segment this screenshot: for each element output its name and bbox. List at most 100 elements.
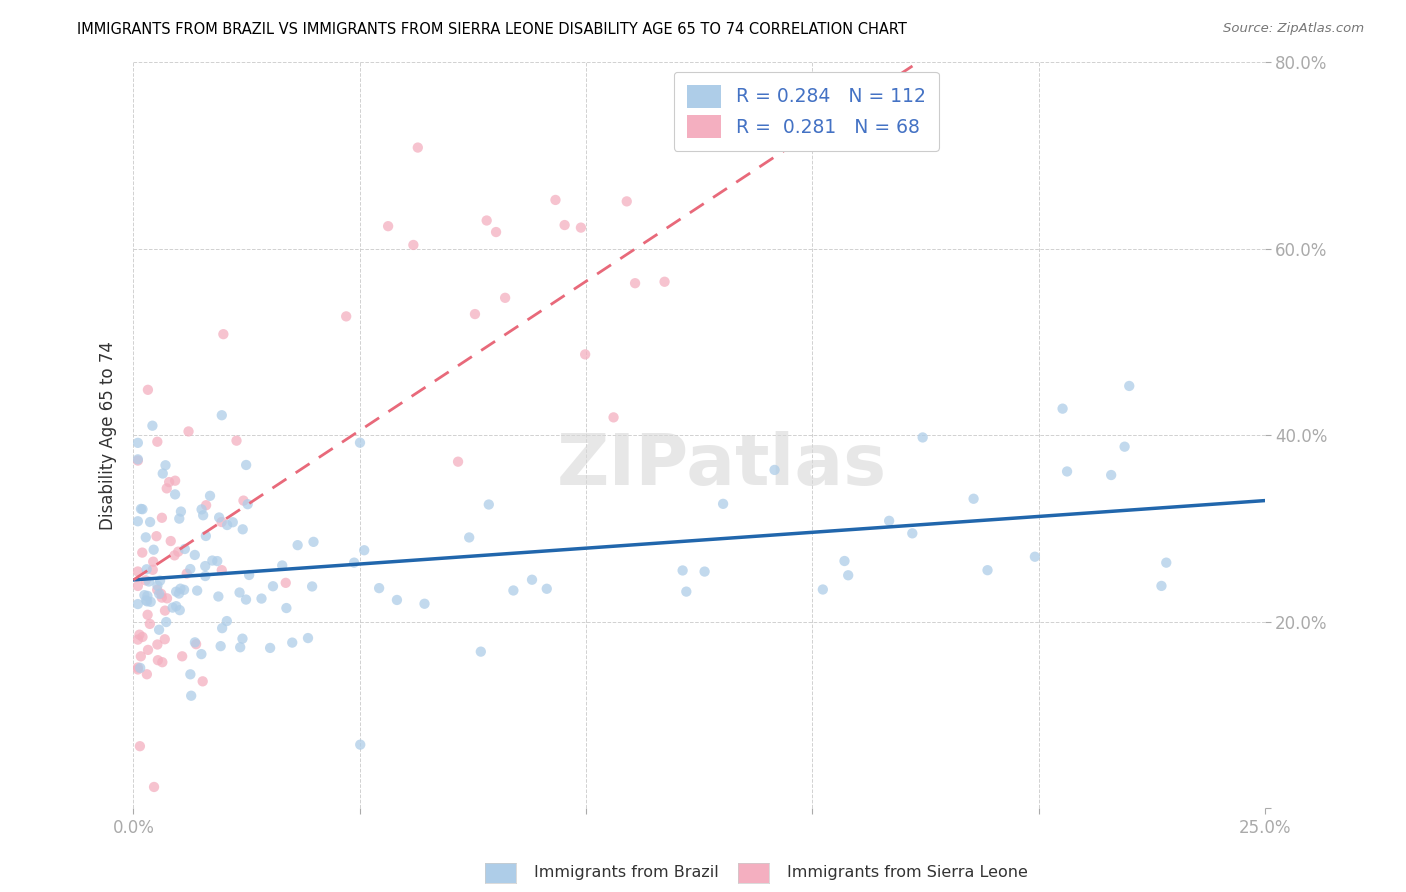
Text: ZIPatlas: ZIPatlas: [557, 431, 887, 500]
Point: [127, 452, 149, 467]
Point: [274, 575, 297, 590]
Point: [672, 564, 695, 578]
Point: [675, 584, 697, 599]
Point: [139, 595, 162, 609]
Point: [834, 554, 856, 568]
Point: [271, 558, 294, 573]
Point: [173, 541, 195, 556]
Point: [177, 425, 200, 439]
Point: [167, 544, 190, 558]
Point: [297, 631, 319, 645]
Point: [235, 592, 257, 607]
Point: [135, 593, 157, 607]
Point: [159, 534, 181, 549]
Point: [145, 529, 167, 543]
Point: [520, 573, 543, 587]
Point: [302, 534, 325, 549]
Point: [127, 435, 149, 450]
Point: [142, 563, 165, 577]
Point: [402, 238, 425, 252]
Point: [127, 453, 149, 467]
Point: [276, 601, 298, 615]
Point: [207, 554, 229, 568]
Point: [259, 640, 281, 655]
Point: [139, 616, 162, 631]
Point: [162, 600, 184, 615]
Point: [135, 562, 157, 576]
Point: [184, 548, 207, 562]
Point: [654, 275, 676, 289]
Point: [139, 515, 162, 529]
Legend: R = 0.284   N = 112, R =  0.281   N = 68: R = 0.284 N = 112, R = 0.281 N = 68: [673, 71, 939, 151]
Point: [169, 603, 191, 617]
Point: [150, 587, 173, 601]
Point: [148, 587, 170, 601]
Point: [180, 689, 202, 703]
Point: [711, 497, 734, 511]
Point: [231, 632, 253, 646]
Point: [129, 502, 152, 516]
Point: [146, 638, 169, 652]
Point: [544, 193, 567, 207]
Text: IMMIGRANTS FROM BRAZIL VS IMMIGRANTS FROM SIERRA LEONE DISABILITY AGE 65 TO 74 C: IMMIGRANTS FROM BRAZIL VS IMMIGRANTS FRO…: [77, 22, 907, 37]
Point: [207, 590, 229, 604]
Point: [146, 579, 169, 593]
Point: [211, 409, 233, 423]
Point: [153, 604, 176, 618]
Point: [194, 529, 217, 543]
Point: [152, 467, 174, 481]
Text: Source: ZipAtlas.com: Source: ZipAtlas.com: [1223, 22, 1364, 36]
Text: Immigrants from Sierra Leone: Immigrants from Sierra Leone: [787, 865, 1028, 880]
Point: [385, 593, 408, 607]
Point: [569, 220, 592, 235]
Point: [377, 219, 399, 234]
Point: [127, 597, 149, 611]
Text: Immigrants from Brazil: Immigrants from Brazil: [534, 865, 718, 880]
Point: [169, 582, 191, 596]
Point: [170, 504, 193, 518]
Point: [217, 518, 239, 533]
Point: [190, 502, 212, 516]
Point: [238, 568, 260, 582]
Point: [198, 489, 221, 503]
Point: [167, 586, 190, 600]
Point: [1099, 468, 1122, 483]
Point: [135, 667, 157, 681]
Point: [165, 584, 187, 599]
Point: [135, 530, 157, 544]
Point: [195, 498, 218, 512]
Point: [136, 589, 159, 603]
Point: [169, 511, 191, 525]
Point: [616, 194, 638, 209]
Point: [413, 597, 436, 611]
Point: [131, 630, 153, 644]
Point: [212, 327, 235, 342]
Point: [136, 607, 159, 622]
Point: [163, 549, 186, 563]
Point: [287, 538, 309, 552]
Point: [236, 497, 259, 511]
Point: [155, 615, 177, 629]
Point: [194, 559, 217, 574]
Point: [172, 649, 194, 664]
Point: [131, 502, 153, 516]
Point: [191, 674, 214, 689]
Point: [475, 213, 498, 227]
Point: [142, 542, 165, 557]
Point: [179, 667, 201, 681]
Point: [250, 591, 273, 606]
Point: [301, 579, 323, 593]
Point: [141, 418, 163, 433]
Point: [191, 508, 214, 523]
Point: [146, 582, 169, 597]
Point: [976, 563, 998, 577]
Point: [1118, 379, 1140, 393]
Point: [624, 276, 647, 290]
Point: [186, 583, 208, 598]
Point: [602, 410, 624, 425]
Point: [494, 291, 516, 305]
Point: [146, 653, 169, 667]
Point: [693, 565, 716, 579]
Point: [153, 632, 176, 647]
Point: [877, 514, 900, 528]
